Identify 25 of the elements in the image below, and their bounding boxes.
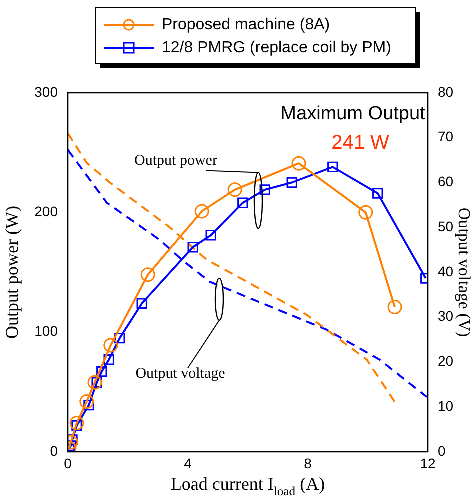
y2-tick-label: 30 [438,308,454,324]
x-tick-label: 0 [64,455,72,472]
y2-axis-title: Output voltage (V) [455,208,473,338]
y2-tick-label: 10 [438,398,454,414]
y2-tick-label: 50 [438,218,454,234]
y2-tick-label: 40 [438,263,454,280]
y-tick-label: 300 [34,84,58,100]
y2-tick-label: 60 [438,174,454,190]
y-axis-title: Output power (W) [2,206,22,339]
annotation: Maximum Output [280,103,426,124]
annotation: Output voltage [136,366,226,382]
legend-label: Proposed machine (8A) [162,16,330,34]
x-tick-label: 12 [420,455,436,472]
y2-tick-label: 0 [438,442,446,459]
y-tick-label: 0 [50,442,58,459]
y2-tick-label: 20 [438,353,454,370]
y2-tick-label: 70 [438,128,454,145]
y2-tick-label: 80 [438,84,454,100]
y-tick-label: 100 [34,323,58,340]
annotation: 241 W [332,132,390,154]
x-tick-label: 8 [304,455,312,472]
annotation: Output power [134,152,218,169]
legend-label: 12/8 PMRG (replace coil by PM) [162,39,392,56]
x-tick-label: 4 [184,455,192,472]
y-tick-label: 200 [34,204,58,220]
